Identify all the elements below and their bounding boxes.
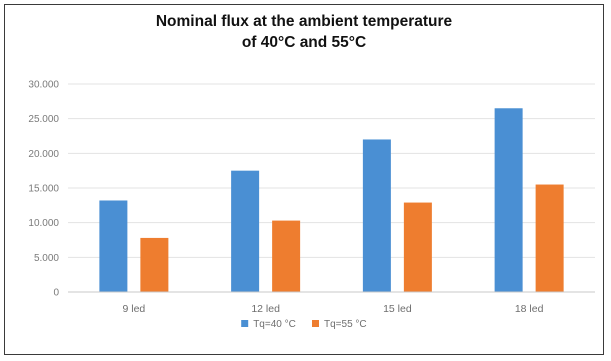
bars: [99, 108, 564, 293]
legend-label: Tq=40 °C: [253, 319, 296, 330]
legend-item-1: Tq=40 °C: [241, 319, 296, 330]
bar-15-led-series-2: [403, 202, 432, 292]
y-axis-tick-labels: 0 5.000 10.000 15.000 20.000 25.000 30.000: [28, 80, 59, 299]
y-tick-label: 25.000: [28, 114, 59, 125]
y-tick-label: 30.000: [28, 80, 59, 91]
chart-title-line-2: of 40°C and 55°C: [241, 34, 367, 51]
legend-item-2: Tq=55 °C: [312, 319, 367, 330]
bar-9-led-series-2: [140, 237, 169, 292]
legend-swatch: [241, 320, 249, 327]
bar-12-led-series-2: [272, 220, 301, 292]
x-category-label: 15 led: [383, 303, 412, 315]
bar-18-led-series-1: [494, 108, 523, 293]
y-tick-label: 0: [53, 288, 59, 299]
bar-15-led-series-1: [362, 139, 391, 292]
chart-title: Nominal flux at the ambient temperature …: [5, 11, 603, 53]
legend-label: Tq=55 °C: [324, 319, 367, 330]
legend-swatch: [312, 320, 319, 327]
bar-18-led-series-2: [535, 184, 564, 292]
bar-12-led-series-1: [231, 170, 260, 292]
x-category-label: 12 led: [251, 303, 280, 315]
bar-9-led-series-1: [99, 200, 128, 292]
y-tick-label: 5.000: [34, 253, 59, 264]
y-tick-label: 10.000: [28, 218, 59, 229]
y-tick-label: 20.000: [28, 149, 59, 160]
x-axis-category-labels: 9 led 12 led 15 led 18 led: [122, 303, 543, 315]
y-tick-label: 15.000: [28, 184, 59, 195]
chart-title-line-1: Nominal flux at the ambient temperature: [155, 13, 453, 30]
x-category-label: 9 led: [122, 303, 145, 315]
legend: Tq=40 °C Tq=55 °C: [241, 319, 367, 330]
x-category-label: 18 led: [515, 303, 544, 315]
